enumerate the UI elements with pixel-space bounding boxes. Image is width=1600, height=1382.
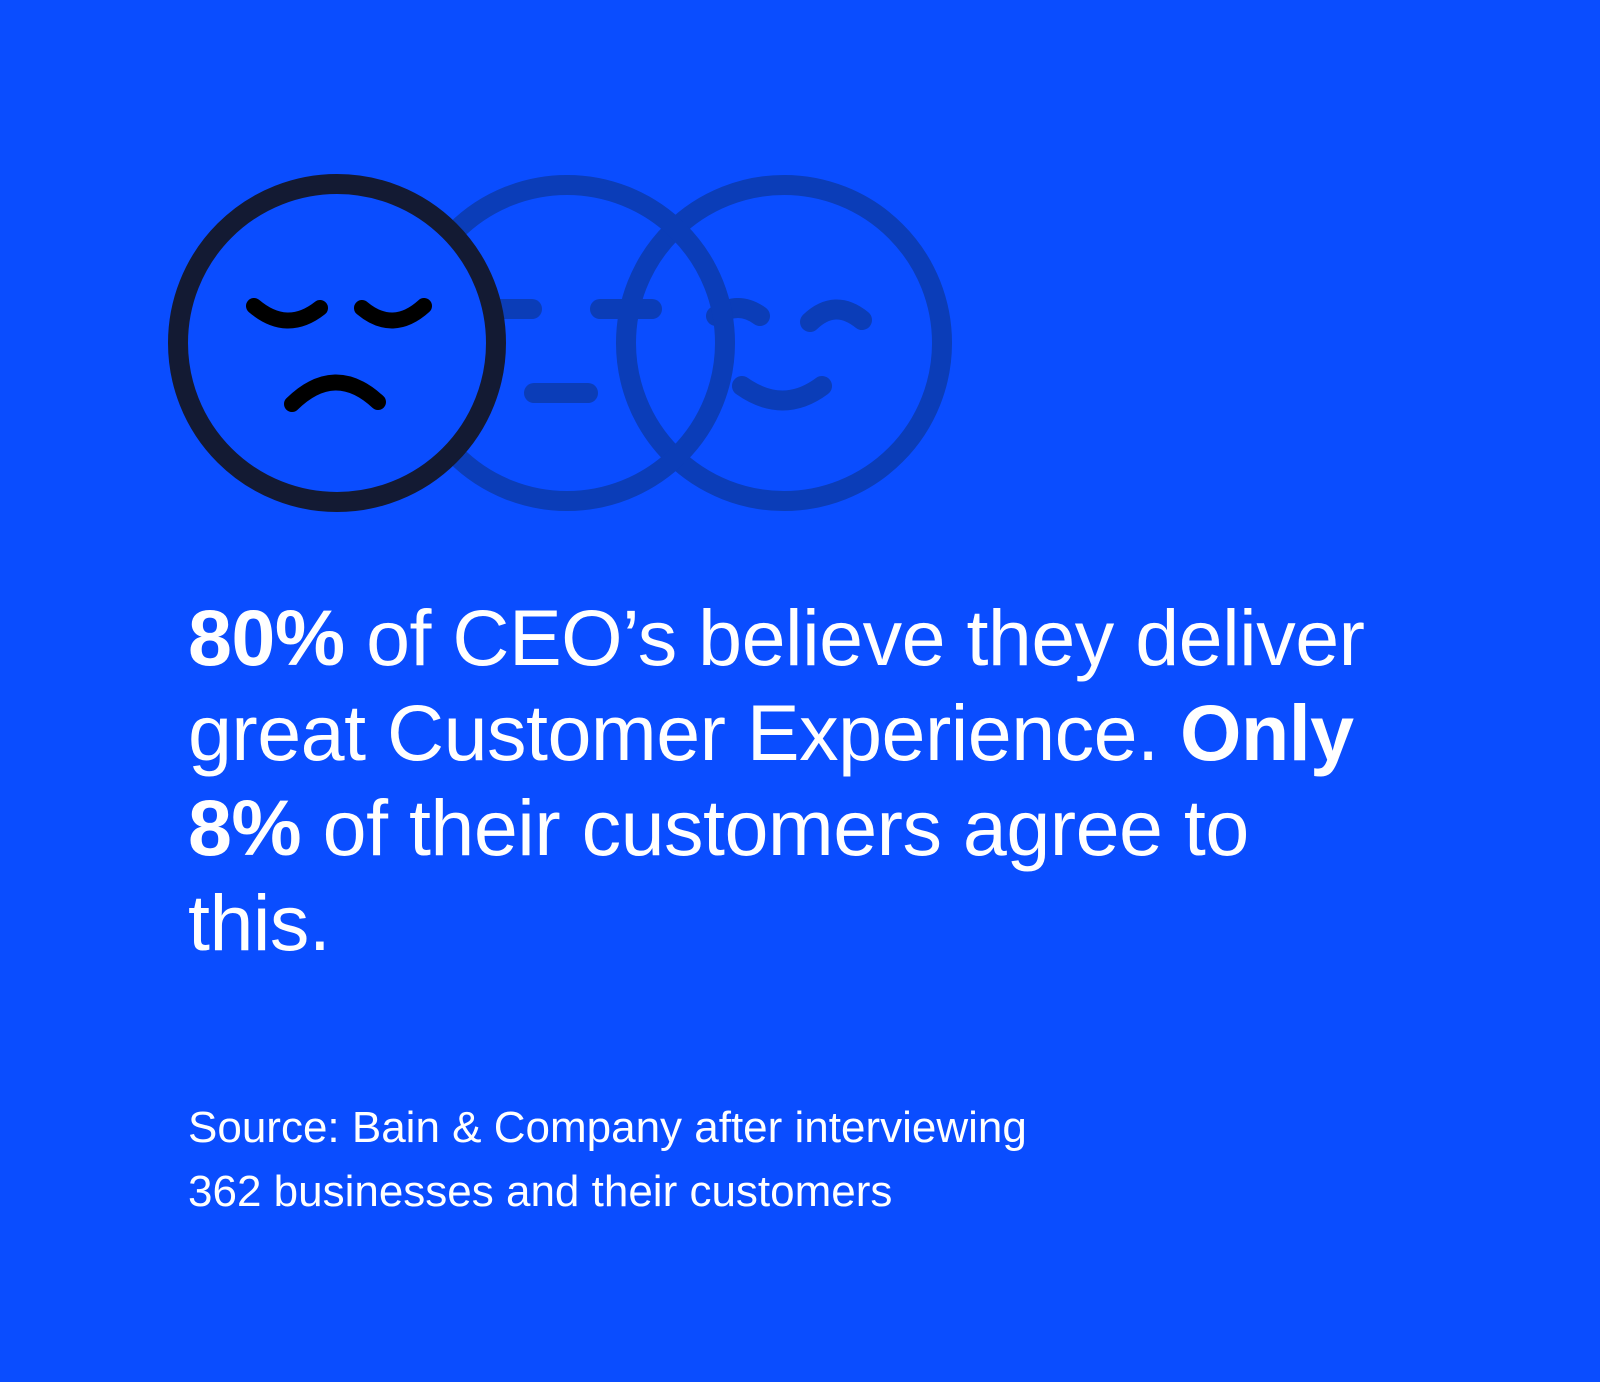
faces-illustration (168, 174, 952, 512)
headline-text-2: of their customers agree to this. (188, 783, 1249, 967)
headline-statement: 80% of CEO’s believe they deliver great … (188, 590, 1388, 970)
smiling-face-icon (616, 175, 952, 511)
source-note: Source: Bain & Company after interviewin… (188, 1096, 1288, 1224)
source-line-1: Source: Bain & Company after interviewin… (188, 1103, 1027, 1152)
source-line-2: 362 businesses and their customers (188, 1167, 893, 1216)
customer-stat: Only 8% (188, 688, 1354, 872)
ceo-stat: 80% (188, 593, 345, 682)
sad-face-icon (168, 174, 506, 512)
headline-text-1: of CEO’s believe they deliver great Cust… (188, 593, 1365, 777)
